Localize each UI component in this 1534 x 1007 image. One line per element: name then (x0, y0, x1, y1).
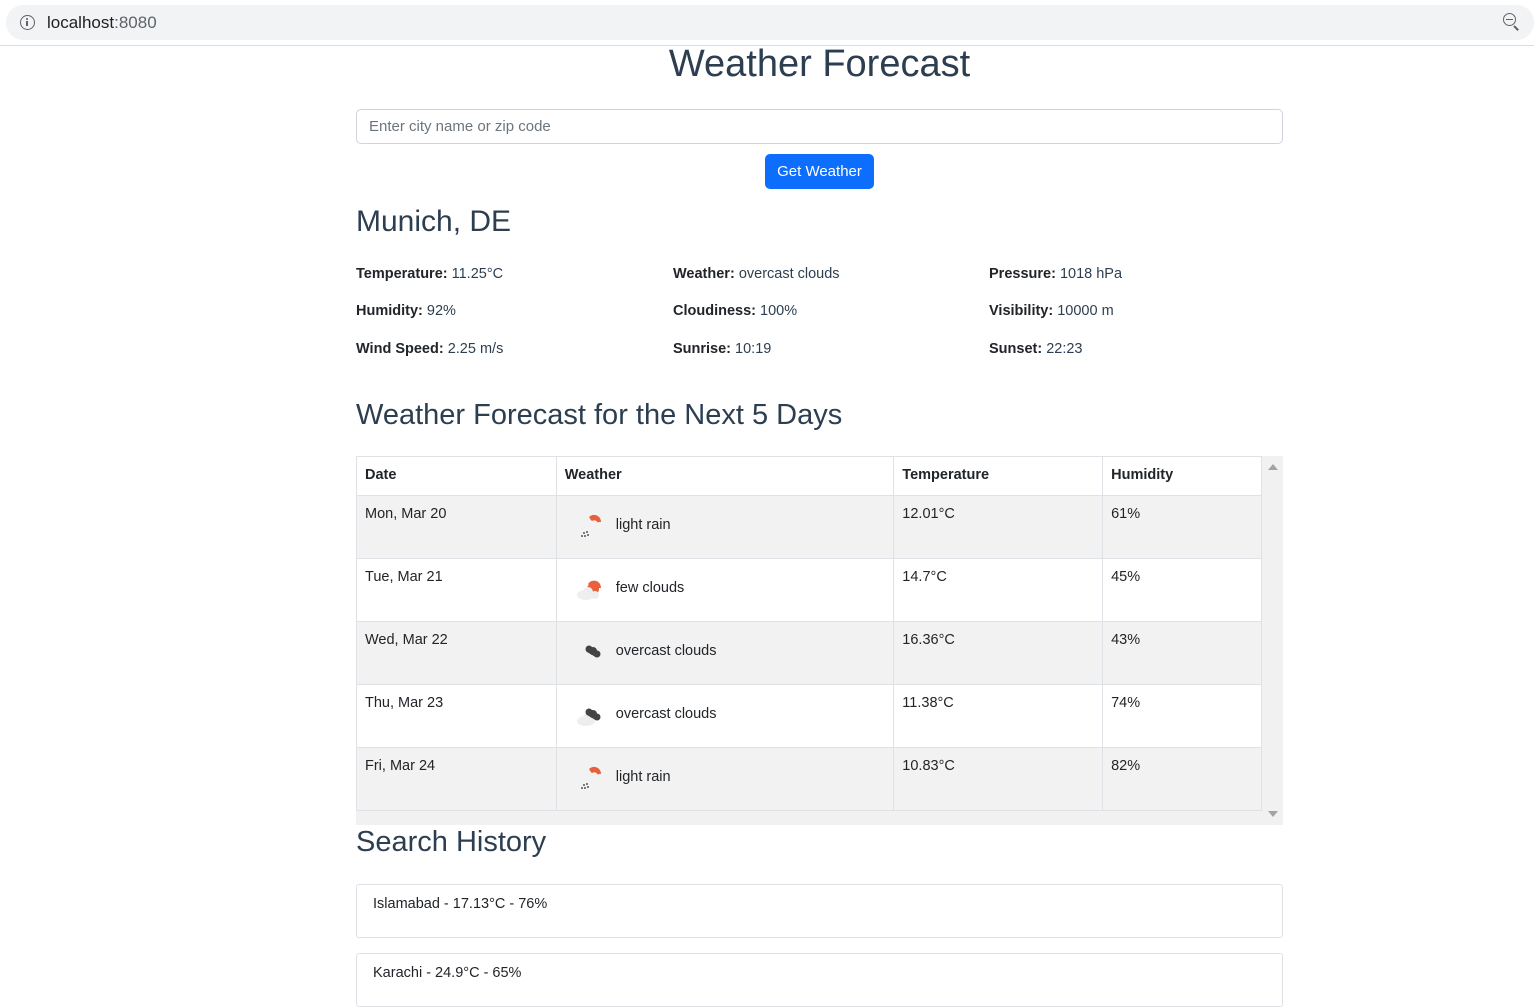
stat-humidity: Humidity: 92% (356, 303, 456, 319)
cell-humidity: 61% (1102, 495, 1262, 559)
cell-date: Thu, Mar 23 (356, 684, 557, 748)
url-port: :8080 (114, 13, 157, 32)
forecast-table: Date Weather Temperature Humidity Mon, M… (356, 456, 1262, 811)
column-header-date: Date (356, 456, 557, 496)
scroll-up-arrow-icon[interactable] (1268, 464, 1278, 470)
site-info-icon[interactable] (20, 15, 35, 30)
weather-description: overcast clouds (615, 643, 717, 659)
cell-date: Wed, Mar 22 (356, 621, 557, 685)
cell-humidity: 43% (1102, 621, 1262, 685)
forecast-table-container[interactable]: Date Weather Temperature Humidity Mon, M… (356, 456, 1283, 825)
page-title: Weather Forecast (668, 43, 971, 85)
stat-cloudiness: Cloudiness: 100% (673, 303, 798, 319)
get-weather-button[interactable]: Get Weather (765, 154, 874, 189)
stat-pressure: Pressure: 1018 hPa (989, 266, 1123, 282)
browser-toolbar: localhost:8080 (0, 0, 1534, 46)
cell-weather: overcast clouds (555, 621, 895, 685)
cell-date: Tue, Mar 21 (356, 558, 557, 622)
column-header-humidity: Humidity (1102, 456, 1262, 496)
weather-description: light rain (615, 517, 671, 533)
cell-temperature: 16.36°C (893, 621, 1104, 685)
cell-humidity: 45% (1102, 558, 1262, 622)
cell-temperature: 11.38°C (893, 684, 1104, 748)
table-row: Tue, Mar 21 few clouds 14.7°C 45% (356, 558, 1262, 622)
url-host: localhost (47, 13, 115, 32)
scroll-down-arrow-icon[interactable] (1268, 811, 1278, 817)
cell-date: Mon, Mar 20 (356, 495, 557, 559)
light-rain-icon (580, 766, 601, 789)
stat-visibility: Visibility: 10000 m (989, 303, 1114, 319)
history-item[interactable]: Islamabad - 17.13°C - 76% (356, 884, 1283, 938)
stat-sunrise: Sunrise: 10:19 (673, 341, 772, 357)
search-history-heading: Search History (356, 826, 547, 858)
stat-sunset: Sunset: 22:23 (989, 341, 1083, 357)
cell-humidity: 82% (1102, 747, 1262, 811)
cell-temperature: 10.83°C (893, 747, 1104, 811)
cell-weather: light rain (555, 495, 895, 559)
weather-description: few clouds (615, 580, 685, 596)
cell-temperature: 14.7°C (893, 558, 1104, 622)
few-clouds-icon (576, 580, 601, 600)
table-header-row: Date Weather Temperature Humidity (356, 456, 1262, 496)
cell-weather: overcast clouds (555, 684, 895, 748)
cell-weather: light rain (555, 747, 895, 811)
current-city-heading: Munich, DE (356, 205, 512, 238)
stat-temperature: Temperature: 11.25°C (356, 266, 504, 282)
zoom-out-icon[interactable] (1503, 13, 1519, 31)
history-item[interactable]: Karachi - 24.9°C - 65% (356, 953, 1283, 1007)
table-row: Mon, Mar 20 light rain 12.01°C 61% (356, 495, 1262, 559)
city-search-input[interactable] (356, 109, 1283, 144)
stat-weather: Weather: overcast clouds (673, 266, 840, 282)
table-row: Wed, Mar 22 overcast clouds 16.36°C 43% (356, 621, 1262, 685)
cell-humidity: 74% (1102, 684, 1262, 748)
address-bar[interactable] (6, 5, 1534, 40)
column-header-weather: Weather (555, 456, 895, 496)
overcast-clouds-icon (576, 708, 601, 726)
page-content: Weather Forecast Get Weather Munich, DE … (0, 43, 1534, 1007)
stat-wind-speed: Wind Speed: 2.25 m/s (356, 341, 504, 357)
weather-description: overcast clouds (615, 706, 717, 722)
column-header-temperature: Temperature (893, 456, 1104, 496)
table-row: Thu, Mar 23 overcast clouds 11.38°C (356, 684, 1262, 748)
cell-temperature: 12.01°C (893, 495, 1104, 559)
weather-description: light rain (615, 769, 671, 785)
table-row: Fri, Mar 24 light rain 10.83°C 82% (356, 747, 1262, 811)
light-rain-icon (580, 514, 601, 537)
cell-date: Fri, Mar 24 (356, 747, 557, 811)
cell-weather: few clouds (555, 558, 895, 622)
overcast-clouds-icon (585, 645, 601, 658)
forecast-heading: Weather Forecast for the Next 5 Days (356, 399, 843, 431)
url-text[interactable]: localhost:8080 (47, 13, 157, 33)
